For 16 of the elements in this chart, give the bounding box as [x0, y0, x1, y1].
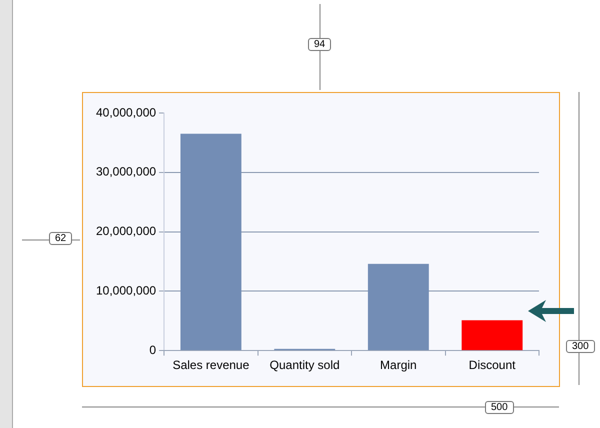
y-tick-label: 30,000,000	[96, 164, 156, 179]
y-tick-label: 0	[149, 342, 156, 357]
bar	[368, 264, 429, 350]
text: 500	[485, 401, 514, 414]
bar	[180, 134, 242, 350]
text: 94	[308, 38, 332, 51]
text: 300	[566, 340, 595, 353]
y-tick-label: 20,000,000	[96, 224, 156, 238]
x-tick-label: Sales revenue	[172, 358, 250, 372]
y-tick-label: 10,000,000	[96, 284, 156, 298]
x-tick-label: Quantity sold	[270, 358, 340, 372]
x-tick-label: Discount	[468, 358, 516, 372]
bar	[462, 320, 523, 350]
y-tick-label: 40,000,000	[96, 105, 156, 120]
x-tick-label: Margin	[380, 358, 417, 372]
text: 62	[49, 232, 72, 245]
